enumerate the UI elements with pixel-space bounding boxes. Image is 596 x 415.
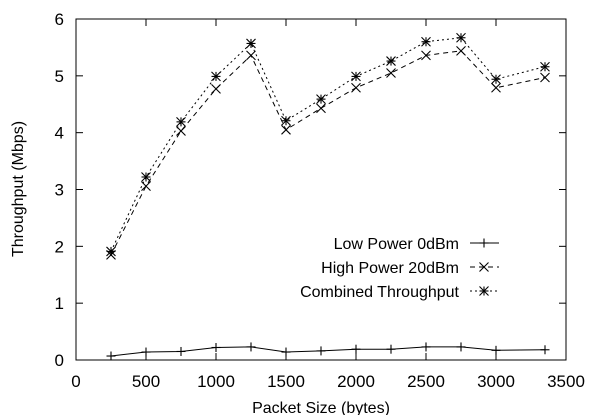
y-axis-title: Throughput (Mbps) xyxy=(10,121,27,257)
series-line xyxy=(110,346,546,357)
legend-marker xyxy=(479,286,489,296)
series-line xyxy=(110,50,546,256)
series-2 xyxy=(106,32,550,257)
data-point xyxy=(491,74,501,85)
legend-marker xyxy=(479,238,489,248)
data-point xyxy=(421,342,431,352)
data-point xyxy=(281,124,291,135)
data-point xyxy=(106,351,116,361)
y-tick-label: 4 xyxy=(55,124,64,143)
data-point xyxy=(386,68,396,78)
y-tick-label: 2 xyxy=(55,237,64,256)
data-point xyxy=(421,36,431,47)
y-tick-label: 6 xyxy=(55,10,64,29)
data-point xyxy=(211,84,221,94)
axis-ticks: 0 500 1000 1500 2000 2500 3000 3500 0 1 2 3 4 5 6 xyxy=(55,10,585,391)
data-point xyxy=(456,342,466,352)
legend-label: Combined Throughput xyxy=(300,284,459,301)
x-tick-label: 3500 xyxy=(547,372,585,391)
data-point xyxy=(246,50,256,61)
data-point xyxy=(351,71,361,82)
data-point xyxy=(456,32,466,43)
data-point xyxy=(316,94,326,105)
x-tick-label: 1500 xyxy=(267,372,305,391)
legend-label: High Power 20dBm xyxy=(321,260,459,277)
data-point xyxy=(316,103,326,114)
data-point xyxy=(421,50,431,61)
data-point xyxy=(351,82,361,93)
legend: Low Power 0dBm High Power 20dBm Combined T… xyxy=(300,236,499,301)
x-tick-label: 2500 xyxy=(407,372,445,391)
x-tick-label: 500 xyxy=(132,372,160,391)
series-0 xyxy=(106,342,550,361)
data-point xyxy=(386,344,396,354)
x-tick-label: 1000 xyxy=(197,372,235,391)
data-point xyxy=(316,346,326,356)
data-point xyxy=(386,56,396,66)
data-point xyxy=(246,38,256,49)
data-point xyxy=(281,347,291,357)
data-point xyxy=(141,172,151,182)
data-point xyxy=(106,246,116,257)
data-point xyxy=(491,82,501,93)
data-point xyxy=(176,126,186,136)
data-point xyxy=(456,45,466,56)
x-axis-title: Packet Size (bytes) xyxy=(252,400,390,415)
data-point xyxy=(491,345,501,355)
series-line xyxy=(110,37,546,252)
data-point xyxy=(540,61,550,72)
data-point xyxy=(211,71,221,82)
legend-label: Low Power 0dBm xyxy=(334,236,459,253)
data-point xyxy=(176,116,186,127)
series-1 xyxy=(106,45,550,260)
y-tick-label: 5 xyxy=(55,67,64,86)
x-tick-label: 2000 xyxy=(337,372,375,391)
legend-marker xyxy=(479,262,489,272)
data-point xyxy=(540,345,550,355)
y-tick-label: 3 xyxy=(55,181,64,200)
y-tick-label: 1 xyxy=(55,294,64,313)
x-tick-label: 3000 xyxy=(477,372,515,391)
y-tick-label: 0 xyxy=(55,351,64,370)
data-point xyxy=(351,344,361,354)
data-point xyxy=(540,72,550,83)
data-point xyxy=(281,115,291,126)
series-lines xyxy=(106,32,550,361)
data-point xyxy=(246,342,256,352)
data-point xyxy=(176,346,186,356)
data-point xyxy=(211,342,221,352)
x-tick-label: 0 xyxy=(71,372,80,391)
data-point xyxy=(141,347,151,357)
